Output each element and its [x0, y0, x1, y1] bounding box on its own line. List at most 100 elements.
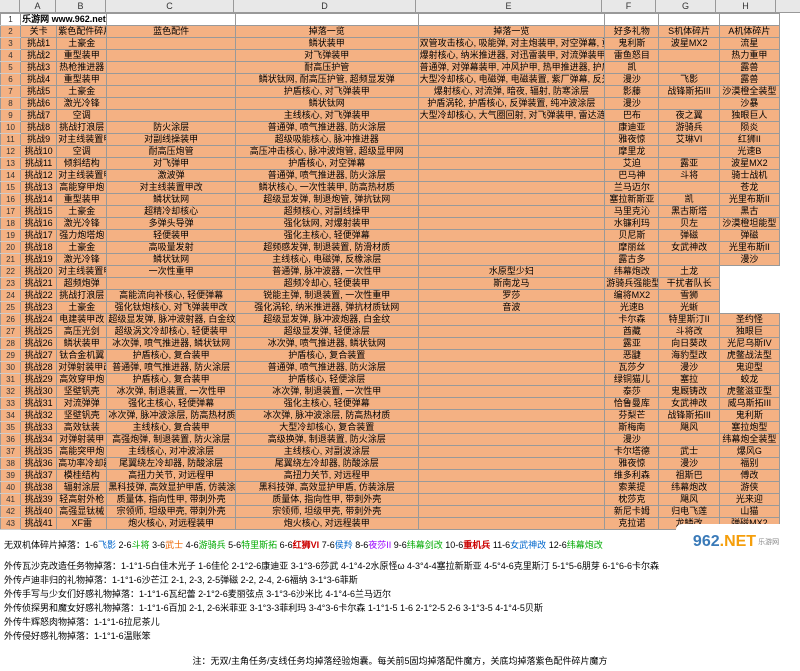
data-cell[interactable]: 质量体, 指向性甲, 带刺外壳	[107, 494, 235, 506]
data-cell[interactable]: 漫沙	[659, 362, 719, 374]
data-cell[interactable]: 挑战20	[21, 266, 57, 278]
data-cell[interactable]: 鬼利斯	[605, 38, 659, 50]
data-cell[interactable]: 波星MX2	[719, 158, 779, 170]
data-cell[interactable]: 土豪金	[57, 242, 107, 254]
col-header-G[interactable]: G	[656, 0, 716, 12]
data-cell[interactable]: 挑战8	[21, 122, 57, 134]
data-cell[interactable]: 护盾核心, 复合装甲	[107, 350, 235, 362]
data-cell[interactable]: 鳞状钛网	[107, 194, 235, 206]
data-cell[interactable]	[418, 518, 605, 530]
data-cell[interactable]	[107, 86, 235, 98]
data-cell[interactable]: 马里克沁	[605, 206, 659, 218]
data-cell[interactable]	[418, 230, 605, 242]
data-cell[interactable]: 冰次弹, 制退装置, 一次性甲	[107, 386, 235, 398]
data-cell[interactable]: 挑战3	[21, 62, 57, 74]
data-cell[interactable]: 对主线装置甲改	[107, 182, 235, 194]
data-cell[interactable]: 宗领师, 坦级甲壳, 带刺外壳	[107, 506, 235, 518]
data-cell[interactable]	[418, 434, 605, 446]
data-cell[interactable]: 挑战9	[21, 134, 57, 146]
data-cell[interactable]: 飓风	[659, 494, 719, 506]
data-cell[interactable]: 黑古斯塔	[659, 206, 719, 218]
data-cell[interactable]: 摩里龙	[605, 146, 659, 158]
data-cell[interactable]: 干扰者队长	[659, 278, 719, 290]
data-cell[interactable]	[418, 122, 605, 134]
data-cell[interactable]: 光尼乌斯IV	[719, 338, 779, 350]
data-cell[interactable]: 瓦莎夕	[605, 362, 659, 374]
data-cell[interactable]: 影藤	[605, 86, 659, 98]
data-cell[interactable]: 高扭力关节, 对远程甲	[235, 470, 418, 482]
data-cell[interactable]: 酋藏	[605, 326, 659, 338]
data-cell[interactable]: 超级吸能核心, 脉冲推进器	[235, 134, 418, 146]
data-cell[interactable]: 独眼巨	[719, 326, 779, 338]
data-cell[interactable]: 黑科技弹, 高效显护甲盾, 仿装涂层	[235, 482, 418, 494]
data-cell[interactable]: 超级显发弹, 轻便涂层	[235, 326, 418, 338]
data-cell[interactable]: 弹磁	[659, 230, 719, 242]
data-cell[interactable]: 重型装甲	[57, 194, 107, 206]
data-cell[interactable]: 超频炮弹	[57, 278, 107, 290]
data-cell[interactable]: 高级换弹, 制退装置, 防火涂层	[235, 434, 418, 446]
data-cell[interactable]: 挑战5	[21, 86, 57, 98]
data-cell[interactable]: 爆射核心, 对流弹, 暗夜, 辐射, 防寒涂层	[418, 86, 605, 98]
data-cell[interactable]: 归电飞莲	[659, 506, 719, 518]
data-cell[interactable]: 高能流向补核心, 轻便弹幕	[107, 290, 235, 302]
data-cell[interactable]: 空调	[57, 146, 107, 158]
data-cell[interactable]: 雷鱼怒目	[605, 50, 659, 62]
data-cell[interactable]: 纬幕炮改	[659, 482, 719, 494]
data-cell[interactable]	[418, 206, 605, 218]
data-cell[interactable]: 坚壁钒壳	[57, 410, 107, 422]
data-cell[interactable]: 主线核心, 复合装甲	[107, 422, 235, 434]
data-cell[interactable]: 露古多	[605, 254, 659, 266]
data-cell[interactable]: 圣约怪	[719, 314, 779, 326]
data-cell[interactable]: 激光冷锋	[57, 218, 107, 230]
data-cell[interactable]: 坚壁钒壳	[57, 386, 107, 398]
data-cell[interactable]: 土龙	[659, 266, 719, 278]
data-cell[interactable]: 主线核心, 对副波涂层	[235, 446, 418, 458]
data-cell[interactable]	[418, 326, 605, 338]
data-cell[interactable]	[418, 506, 605, 518]
data-cell[interactable]: 挑战6	[21, 98, 57, 110]
col-header-F[interactable]: F	[602, 0, 656, 12]
data-cell[interactable]: 飞影	[659, 74, 719, 86]
data-cell[interactable]	[418, 182, 605, 194]
data-cell[interactable]: 倾斜结构	[57, 158, 107, 170]
data-cell[interactable]: 沙漠橙坦能型	[719, 218, 779, 230]
data-cell[interactable]: 护盾核心, 对空弹幕	[235, 158, 418, 170]
data-cell[interactable]: 对副线操装甲	[107, 134, 235, 146]
data-cell[interactable]: 冰次弹, 脉冲波涂层, 防高热材质	[107, 410, 235, 422]
data-cell[interactable]: 超频核心, 对副线操甲	[235, 206, 418, 218]
data-cell[interactable]	[107, 50, 235, 62]
data-cell[interactable]: 向日葵改	[659, 338, 719, 350]
col-header-E[interactable]: E	[416, 0, 602, 12]
data-cell[interactable]: 维多利森	[605, 470, 659, 482]
data-cell[interactable]: 高能突甲炮	[57, 446, 107, 458]
data-cell[interactable]: 贝尼斯	[605, 230, 659, 242]
data-cell[interactable]: 普通弹, 对弹幕装甲, 冲风护甲, 热甲推进器, 护盾涡轮, 软纤材质	[418, 62, 605, 74]
data-cell[interactable]: 塞拉	[659, 374, 719, 386]
data-cell[interactable]: 对弹射装甲	[57, 434, 107, 446]
data-cell[interactable]: 特里斯汀II	[659, 314, 719, 326]
data-cell[interactable]	[418, 314, 605, 326]
data-cell[interactable]: 漫沙	[605, 74, 659, 86]
data-cell[interactable]: 高压光剑	[57, 326, 107, 338]
data-cell[interactable]	[107, 110, 235, 122]
data-cell[interactable]: 斯梅南	[605, 422, 659, 434]
data-cell[interactable]: 水原型少妇	[418, 266, 605, 278]
data-cell[interactable]	[107, 74, 235, 86]
data-cell[interactable]	[659, 146, 719, 158]
data-cell[interactable]: 护盾核心, 复合装置	[235, 350, 418, 362]
data-cell[interactable]: 挑战打浪层	[57, 290, 107, 302]
data-cell[interactable]: 挑战打浪层	[57, 122, 107, 134]
data-cell[interactable]	[418, 458, 605, 470]
data-cell[interactable]	[418, 194, 605, 206]
data-cell[interactable]: 挑战22	[21, 290, 57, 302]
data-cell[interactable]: 新尼卡姆	[605, 506, 659, 518]
data-cell[interactable]: 挑战11	[21, 158, 57, 170]
data-cell[interactable]: 对主线装置甲改	[57, 266, 107, 278]
data-cell[interactable]	[418, 470, 605, 482]
data-cell[interactable]: 挑战26	[21, 338, 57, 350]
data-cell[interactable]: 炮火核心, 对远程装甲	[235, 518, 418, 530]
data-cell[interactable]: 漫沙	[719, 254, 779, 266]
data-cell[interactable]: 露亚	[605, 338, 659, 350]
data-cell[interactable]: 挑战29	[21, 374, 57, 386]
data-cell[interactable]: 鬼厩铸改	[659, 386, 719, 398]
